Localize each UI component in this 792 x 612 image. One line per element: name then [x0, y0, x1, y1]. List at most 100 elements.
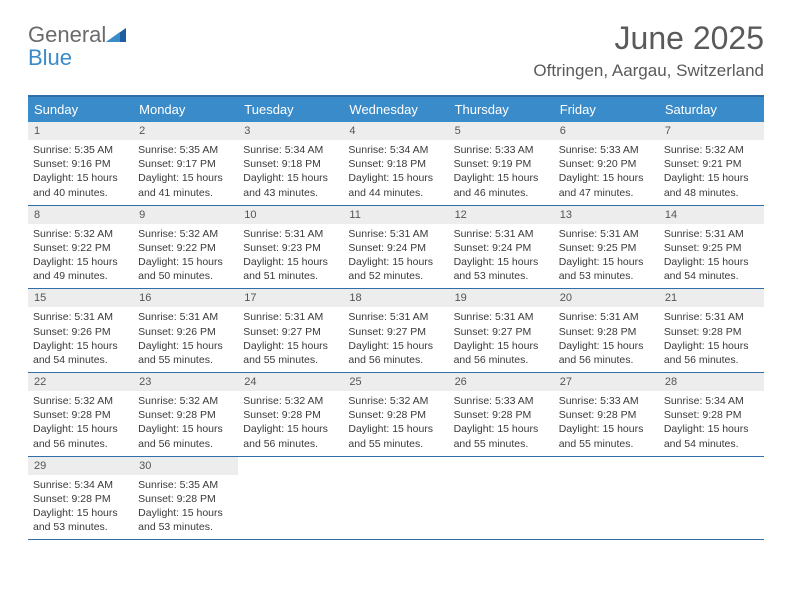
sunset-line: Sunset: 9:27 PM [348, 325, 443, 339]
day-body: Sunrise: 5:35 AMSunset: 9:16 PMDaylight:… [28, 140, 133, 205]
sunrise-line: Sunrise: 5:34 AM [348, 143, 443, 157]
sunset-line: Sunset: 9:28 PM [138, 492, 233, 506]
day-cell: 2Sunrise: 5:35 AMSunset: 9:17 PMDaylight… [133, 122, 238, 205]
sunrise-line: Sunrise: 5:32 AM [33, 227, 128, 241]
title-block: June 2025 Oftringen, Aargau, Switzerland [533, 20, 764, 81]
day-number: 19 [449, 289, 554, 307]
sunrise-line: Sunrise: 5:31 AM [138, 310, 233, 324]
day-cell: 20Sunrise: 5:31 AMSunset: 9:28 PMDayligh… [554, 289, 659, 372]
sunrise-line: Sunrise: 5:32 AM [138, 394, 233, 408]
day-cell-empty [343, 457, 448, 540]
day-cell: 12Sunrise: 5:31 AMSunset: 9:24 PMDayligh… [449, 206, 554, 289]
sunrise-line: Sunrise: 5:31 AM [348, 310, 443, 324]
sunrise-line: Sunrise: 5:33 AM [559, 394, 654, 408]
day-cell: 11Sunrise: 5:31 AMSunset: 9:24 PMDayligh… [343, 206, 448, 289]
daylight-line: Daylight: 15 hours and 53 minutes. [454, 255, 549, 283]
day-cell-empty [659, 457, 764, 540]
day-body: Sunrise: 5:32 AMSunset: 9:28 PMDaylight:… [28, 391, 133, 456]
daylight-line: Daylight: 15 hours and 56 minutes. [138, 422, 233, 450]
sunset-line: Sunset: 9:28 PM [664, 408, 759, 422]
day-number: 25 [343, 373, 448, 391]
sunrise-line: Sunrise: 5:32 AM [138, 227, 233, 241]
daylight-line: Daylight: 15 hours and 56 minutes. [33, 422, 128, 450]
day-body: Sunrise: 5:35 AMSunset: 9:28 PMDaylight:… [133, 475, 238, 540]
sunrise-line: Sunrise: 5:34 AM [243, 143, 338, 157]
day-body: Sunrise: 5:31 AMSunset: 9:28 PMDaylight:… [659, 307, 764, 372]
sunrise-line: Sunrise: 5:31 AM [243, 227, 338, 241]
daylight-line: Daylight: 15 hours and 40 minutes. [33, 171, 128, 199]
day-cell: 6Sunrise: 5:33 AMSunset: 9:20 PMDaylight… [554, 122, 659, 205]
day-body: Sunrise: 5:31 AMSunset: 9:26 PMDaylight:… [28, 307, 133, 372]
sunset-line: Sunset: 9:28 PM [33, 408, 128, 422]
daylight-line: Daylight: 15 hours and 55 minutes. [138, 339, 233, 367]
day-cell: 16Sunrise: 5:31 AMSunset: 9:26 PMDayligh… [133, 289, 238, 372]
day-cell: 9Sunrise: 5:32 AMSunset: 9:22 PMDaylight… [133, 206, 238, 289]
day-number: 8 [28, 206, 133, 224]
sunset-line: Sunset: 9:27 PM [243, 325, 338, 339]
day-number: 4 [343, 122, 448, 140]
sunrise-line: Sunrise: 5:32 AM [33, 394, 128, 408]
sunset-line: Sunset: 9:28 PM [559, 408, 654, 422]
day-cell: 1Sunrise: 5:35 AMSunset: 9:16 PMDaylight… [28, 122, 133, 205]
sunset-line: Sunset: 9:22 PM [138, 241, 233, 255]
day-body: Sunrise: 5:31 AMSunset: 9:28 PMDaylight:… [554, 307, 659, 372]
day-body: Sunrise: 5:32 AMSunset: 9:28 PMDaylight:… [133, 391, 238, 456]
day-cell: 23Sunrise: 5:32 AMSunset: 9:28 PMDayligh… [133, 373, 238, 456]
day-body: Sunrise: 5:31 AMSunset: 9:27 PMDaylight:… [238, 307, 343, 372]
daylight-line: Daylight: 15 hours and 48 minutes. [664, 171, 759, 199]
sunset-line: Sunset: 9:28 PM [33, 492, 128, 506]
day-body: Sunrise: 5:35 AMSunset: 9:17 PMDaylight:… [133, 140, 238, 205]
daylight-line: Daylight: 15 hours and 46 minutes. [454, 171, 549, 199]
day-number: 1 [28, 122, 133, 140]
day-cell: 26Sunrise: 5:33 AMSunset: 9:28 PMDayligh… [449, 373, 554, 456]
sunset-line: Sunset: 9:25 PM [664, 241, 759, 255]
day-number: 5 [449, 122, 554, 140]
sunrise-line: Sunrise: 5:31 AM [664, 227, 759, 241]
day-cell: 3Sunrise: 5:34 AMSunset: 9:18 PMDaylight… [238, 122, 343, 205]
day-number: 12 [449, 206, 554, 224]
dow-cell: Friday [554, 97, 659, 122]
day-body: Sunrise: 5:32 AMSunset: 9:21 PMDaylight:… [659, 140, 764, 205]
day-body: Sunrise: 5:32 AMSunset: 9:22 PMDaylight:… [28, 224, 133, 289]
sunrise-line: Sunrise: 5:35 AM [33, 143, 128, 157]
sunset-line: Sunset: 9:18 PM [243, 157, 338, 171]
sunrise-line: Sunrise: 5:31 AM [454, 227, 549, 241]
month-title: June 2025 [533, 20, 764, 57]
day-body: Sunrise: 5:34 AMSunset: 9:18 PMDaylight:… [343, 140, 448, 205]
sunset-line: Sunset: 9:28 PM [559, 325, 654, 339]
daylight-line: Daylight: 15 hours and 49 minutes. [33, 255, 128, 283]
day-number: 21 [659, 289, 764, 307]
sunrise-line: Sunrise: 5:31 AM [243, 310, 338, 324]
daylight-line: Daylight: 15 hours and 56 minutes. [243, 422, 338, 450]
sunrise-line: Sunrise: 5:31 AM [33, 310, 128, 324]
sunrise-line: Sunrise: 5:33 AM [454, 143, 549, 157]
calendar: SundayMondayTuesdayWednesdayThursdayFrid… [28, 95, 764, 540]
day-body: Sunrise: 5:33 AMSunset: 9:20 PMDaylight:… [554, 140, 659, 205]
day-body: Sunrise: 5:34 AMSunset: 9:18 PMDaylight:… [238, 140, 343, 205]
day-cell-empty [238, 457, 343, 540]
sunset-line: Sunset: 9:23 PM [243, 241, 338, 255]
day-number: 29 [28, 457, 133, 475]
day-cell: 25Sunrise: 5:32 AMSunset: 9:28 PMDayligh… [343, 373, 448, 456]
daylight-line: Daylight: 15 hours and 52 minutes. [348, 255, 443, 283]
day-number: 10 [238, 206, 343, 224]
daylight-line: Daylight: 15 hours and 41 minutes. [138, 171, 233, 199]
sunset-line: Sunset: 9:25 PM [559, 241, 654, 255]
daylight-line: Daylight: 15 hours and 53 minutes. [138, 506, 233, 534]
dow-cell: Saturday [659, 97, 764, 122]
day-body: Sunrise: 5:31 AMSunset: 9:25 PMDaylight:… [554, 224, 659, 289]
sunset-line: Sunset: 9:28 PM [454, 408, 549, 422]
day-body: Sunrise: 5:32 AMSunset: 9:22 PMDaylight:… [133, 224, 238, 289]
dow-row: SundayMondayTuesdayWednesdayThursdayFrid… [28, 97, 764, 122]
daylight-line: Daylight: 15 hours and 43 minutes. [243, 171, 338, 199]
week-row: 1Sunrise: 5:35 AMSunset: 9:16 PMDaylight… [28, 122, 764, 206]
day-cell: 4Sunrise: 5:34 AMSunset: 9:18 PMDaylight… [343, 122, 448, 205]
sunrise-line: Sunrise: 5:35 AM [138, 478, 233, 492]
day-body: Sunrise: 5:31 AMSunset: 9:27 PMDaylight:… [343, 307, 448, 372]
day-body: Sunrise: 5:31 AMSunset: 9:26 PMDaylight:… [133, 307, 238, 372]
day-number: 22 [28, 373, 133, 391]
week-row: 29Sunrise: 5:34 AMSunset: 9:28 PMDayligh… [28, 457, 764, 541]
daylight-line: Daylight: 15 hours and 53 minutes. [559, 255, 654, 283]
daylight-line: Daylight: 15 hours and 51 minutes. [243, 255, 338, 283]
sunset-line: Sunset: 9:21 PM [664, 157, 759, 171]
